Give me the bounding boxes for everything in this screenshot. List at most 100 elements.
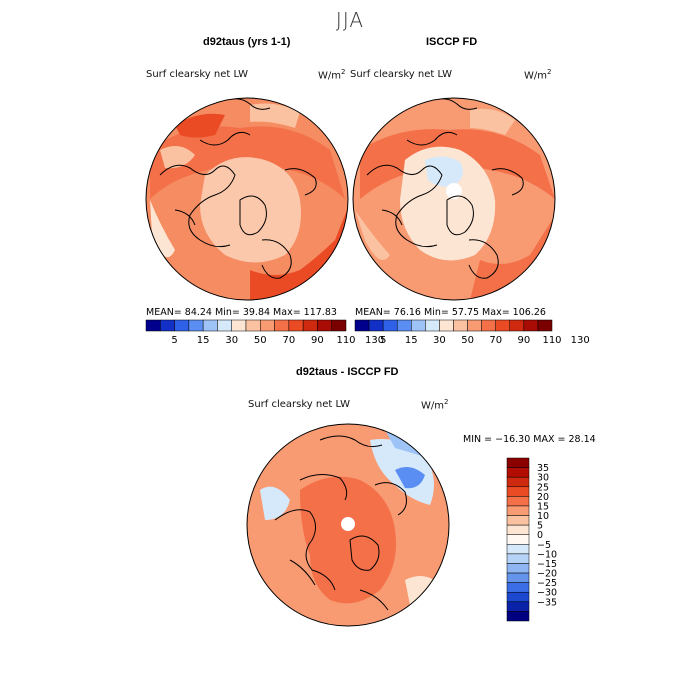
colorbar2-tick-label: 50 — [461, 335, 474, 346]
map3-warm-core — [300, 476, 396, 604]
colorbar1-swatch — [231, 319, 247, 332]
colorbar1-swatch — [145, 319, 161, 332]
colorbar3-swatch — [506, 544, 530, 555]
colorbar2-tick-label: 5 — [380, 335, 386, 346]
map2-arctic-core — [400, 146, 496, 261]
colorbar1-tick-label: 5 — [171, 335, 177, 346]
colorbar3-swatch — [506, 515, 530, 526]
map1-patch-c — [175, 113, 225, 138]
map2-land-patch — [355, 210, 390, 260]
colorbar1-swatch — [174, 319, 190, 332]
colorbar2-swatch — [495, 319, 511, 332]
panel2-title: ISCCP FD — [426, 36, 478, 48]
colorbar3-tick-label: −25 — [537, 578, 557, 589]
colorbar3-tick-label: −20 — [537, 569, 557, 580]
colorbar2-swatch — [425, 319, 440, 332]
colorbar1-tick-label: 110 — [336, 335, 355, 346]
colorbar3-tick-label: −15 — [537, 559, 557, 570]
colorbar2-swatch — [481, 319, 496, 332]
map-panel2 — [353, 98, 555, 300]
map-panel3 — [247, 424, 449, 626]
colorbar3-swatch — [506, 563, 530, 574]
colorbar1-swatch — [288, 319, 304, 332]
colorbar3-swatch — [506, 591, 530, 603]
colorbar-panel2: 5 15 30 50 70 90 110 130 — [354, 319, 590, 346]
colorbar3-tick-label: −10 — [537, 549, 557, 560]
map3-cool-c — [260, 486, 290, 520]
colorbar2-swatch — [354, 319, 370, 332]
colorbar3-tick-label: 10 — [537, 511, 549, 522]
colorbar3-swatch — [506, 582, 530, 593]
colorbar3-swatch — [506, 601, 530, 612]
colorbar3-swatch — [506, 496, 530, 507]
colorbar3-swatch — [506, 534, 530, 545]
colorbar1-tick-label: 70 — [282, 335, 295, 346]
map2-patch-d — [470, 108, 515, 135]
panel1-stats: MEAN= 84.24 Min= 39.84 Max= 117.83 — [146, 307, 337, 318]
panel1-units: W/m2 — [318, 68, 346, 82]
panel1-title: d92taus (yrs 1-1) — [203, 36, 291, 48]
colorbar3-swatch — [506, 611, 530, 622]
colorbar3-tick-label: 30 — [537, 473, 549, 484]
colorbar3-swatch — [506, 524, 530, 535]
panel2-units: W/m2 — [524, 68, 552, 82]
map-panel1 — [146, 98, 348, 300]
colorbar2-swatch — [509, 319, 525, 332]
colorbar2-tick-label: 110 — [542, 335, 561, 346]
panel1-field-label: Surf clearsky net LW — [146, 69, 249, 80]
colorbar3-swatch — [506, 476, 530, 488]
colorbar2-tick-label: 70 — [489, 335, 502, 346]
colorbar3-tick-label: 15 — [537, 501, 549, 512]
colorbar3-tick-label: 25 — [537, 482, 549, 493]
colorbar1-tick-label: 130 — [365, 335, 384, 346]
map2-coastlines — [366, 98, 524, 279]
map2-cool-patch — [425, 156, 464, 187]
colorbar3-tick-label: −5 — [537, 540, 551, 551]
colorbar2-tick-label: 30 — [433, 335, 446, 346]
colorbar2-swatch — [537, 319, 553, 332]
colorbar2-swatch — [382, 319, 398, 332]
colorbar1-swatch — [274, 319, 290, 332]
colorbar1-swatch — [217, 319, 232, 332]
map3-pole-hole — [341, 517, 355, 531]
panel2-stats: MEAN= 76.16 Min= 57.75 Max= 106.26 — [355, 307, 546, 318]
panel3-stats: MIN = −16.30 MAX = 28.14 — [463, 434, 596, 445]
colorbar1-tick-label: 50 — [254, 335, 267, 346]
colorbar1-swatch — [260, 319, 275, 332]
colorbar3-swatch — [506, 572, 530, 583]
colorbar2-tick-label: 15 — [405, 335, 418, 346]
colorbar3-tick-label: −35 — [537, 597, 557, 608]
colorbar3-swatch — [506, 505, 530, 516]
colorbar1-tick-label: 15 — [197, 335, 210, 346]
colorbar1-swatch — [202, 319, 218, 332]
map3-neutral — [405, 576, 440, 605]
colorbar3-swatch — [506, 553, 530, 564]
panel3-title: d92taus - ISCCP FD — [296, 366, 399, 378]
colorbar-panel1: 5 15 30 50 70 90 110 130 — [145, 319, 384, 346]
colorbar3-swatch — [506, 457, 530, 468]
colorbar3-tick-label: −30 — [537, 588, 557, 599]
map1-patch-b — [160, 146, 195, 169]
panel2-field-label: Surf clearsky net LW — [350, 69, 453, 80]
map2-pole-hole — [446, 183, 462, 199]
colorbar3-swatch — [506, 467, 530, 478]
colorbar1-swatch — [160, 319, 175, 332]
colorbar3-tick-label: 0 — [537, 530, 543, 541]
season-title: JJA — [335, 8, 365, 32]
colorbar1-swatch — [188, 319, 204, 332]
colorbar2-tick-label: 90 — [517, 335, 530, 346]
colorbar1-tick-label: 30 — [225, 335, 238, 346]
colorbar2-swatch — [467, 319, 482, 332]
colorbar1-swatch — [331, 319, 347, 332]
colorbar2-swatch — [453, 319, 468, 332]
colorbar3-tick-label: 35 — [537, 463, 549, 474]
colorbar1-swatch — [302, 319, 318, 332]
colorbar2-tick-label: 130 — [571, 335, 590, 346]
map3-coastlines — [274, 435, 407, 611]
colorbar2-swatch — [368, 319, 384, 332]
colorbar1-swatch — [317, 319, 332, 332]
colorbar1-tick-label: 90 — [311, 335, 324, 346]
map3-cool-e — [395, 466, 425, 489]
